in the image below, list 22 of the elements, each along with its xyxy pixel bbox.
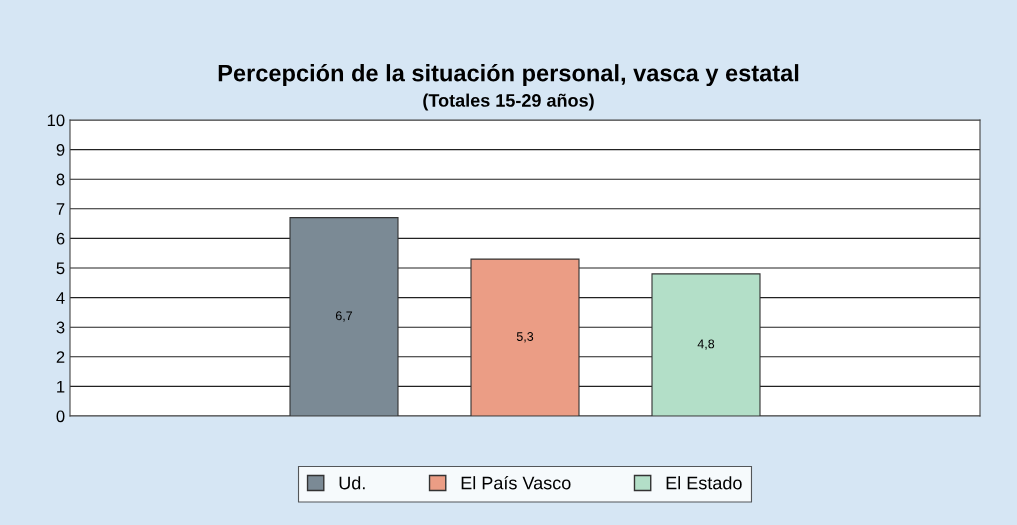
y-tick-label: 5 — [56, 262, 65, 275]
y-tick-label: 8 — [56, 173, 65, 186]
data-label: 4,8 — [697, 339, 715, 350]
bar — [651, 273, 761, 416]
y-tick-label: 0 — [56, 410, 65, 423]
bar — [470, 258, 580, 416]
bar — [289, 217, 399, 416]
y-tick-label: 10 — [47, 114, 65, 127]
legend-label: El País Vasco — [461, 475, 571, 490]
data-label: 5,3 — [516, 332, 534, 343]
data-label: 6,7 — [335, 311, 353, 322]
y-tick-label: 9 — [56, 144, 65, 156]
legend-label: Ud. — [339, 476, 365, 490]
y-tick-label: 2 — [56, 351, 65, 363]
legend-label: El Estado — [666, 476, 742, 490]
chart-subtitle: (Totales 15-29 años) — [423, 93, 594, 111]
y-tick-label: 3 — [56, 321, 65, 334]
y-tick-label: 6 — [56, 232, 65, 245]
y-tick-label: 4 — [56, 292, 65, 304]
y-tick-label: 1 — [57, 380, 65, 393]
chart-title: Percepción de la situación personal, vasca y estatal — [218, 63, 799, 87]
y-tick-label: 7 — [56, 203, 65, 215]
